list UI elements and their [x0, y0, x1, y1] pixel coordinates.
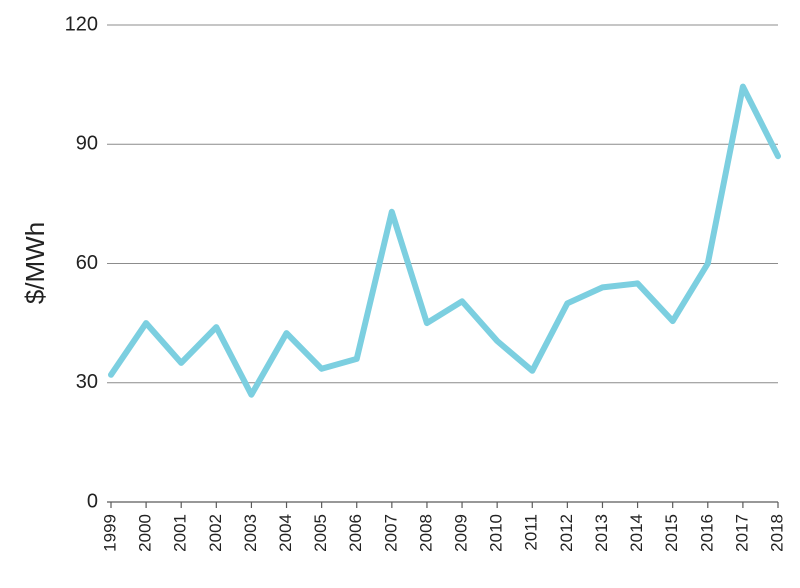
x-tick-label: 2018 [767, 514, 786, 552]
y-tick-label: 90 [76, 133, 98, 155]
x-tick-label: 2002 [206, 514, 225, 552]
y-axis-label: $/MWh [20, 222, 50, 304]
gridlines [107, 24, 778, 503]
x-axis-ticks: 1999 2000 2001 2002 2003 2004 2005 2006 2007 2008… [100, 502, 786, 552]
x-tick-label: 2016 [697, 514, 716, 552]
x-tick-label: 2017 [732, 514, 751, 552]
y-tick-label: 30 [76, 371, 98, 393]
x-tick-label: 2001 [171, 514, 190, 552]
x-tick-label: 1999 [100, 514, 119, 552]
x-tick-label: 2005 [311, 514, 330, 552]
y-tick-label: 0 [87, 490, 98, 512]
x-tick-label: 2000 [136, 514, 155, 552]
x-tick-label: 2015 [662, 514, 681, 552]
x-tick-label: 2010 [487, 514, 506, 552]
x-tick-label: 2009 [452, 514, 471, 552]
x-tick-label: 2008 [416, 514, 435, 552]
x-tick-label: 2014 [627, 514, 646, 552]
x-tick-label: 2013 [592, 514, 611, 552]
series-line-0 [108, 83, 781, 398]
x-tick-label: 2006 [346, 514, 365, 552]
x-tick-label: 2004 [276, 514, 295, 552]
x-tick-label: 2012 [557, 514, 576, 552]
series-group [108, 83, 781, 398]
y-tick-label: 120 [65, 13, 98, 35]
x-tick-label: 2011 [522, 514, 541, 551]
y-axis-ticks: 0 30 60 90 120 [65, 13, 98, 512]
y-tick-label: 60 [76, 252, 98, 274]
x-tick-label: 2003 [241, 514, 260, 552]
x-tick-label: 2007 [381, 514, 400, 552]
